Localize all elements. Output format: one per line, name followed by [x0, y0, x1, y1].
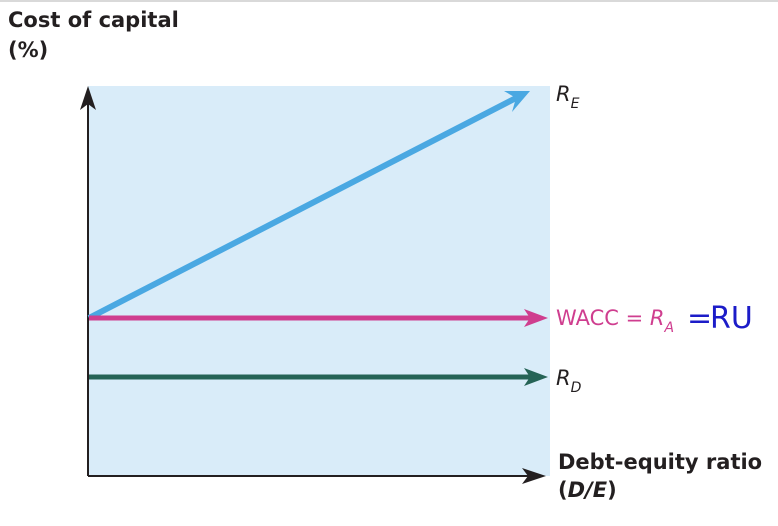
wacc-label-symbol: R	[650, 306, 665, 330]
y-axis-title-line1: Cost of capital	[8, 8, 179, 32]
re-label-symbol: R	[556, 82, 571, 106]
annotation-ru: RU	[710, 301, 753, 336]
rd-label-symbol: R	[556, 366, 571, 390]
wacc-label: WACC = RA	[556, 306, 674, 336]
re-line	[87, 95, 518, 321]
top-rule	[0, 0, 778, 2]
x-axis-title-close: )	[607, 478, 617, 502]
x-axis-title-open: (	[558, 478, 568, 502]
re-label-subscript: E	[571, 96, 580, 112]
wacc-arrowhead	[524, 309, 548, 327]
y-axis-title-line2: (%)	[8, 38, 48, 62]
x-axis-arrowhead	[522, 468, 546, 484]
wacc-label-text: WACC =	[556, 306, 650, 330]
y-axis-arrowhead	[80, 86, 96, 110]
re-label: RE	[556, 82, 580, 112]
rd-arrowhead	[524, 368, 548, 386]
x-axis-title-line1: Debt-equity ratio	[558, 450, 762, 474]
annotation-equals: =	[687, 301, 712, 336]
x-axis-title-var: D/E	[568, 478, 608, 502]
rd-label: RD	[556, 366, 582, 396]
rd-label-subscript: D	[571, 380, 582, 396]
x-axis-title-line2: (D/E)	[558, 478, 617, 502]
re-arrowhead	[504, 91, 530, 112]
wacc-label-subscript: A	[663, 320, 674, 336]
